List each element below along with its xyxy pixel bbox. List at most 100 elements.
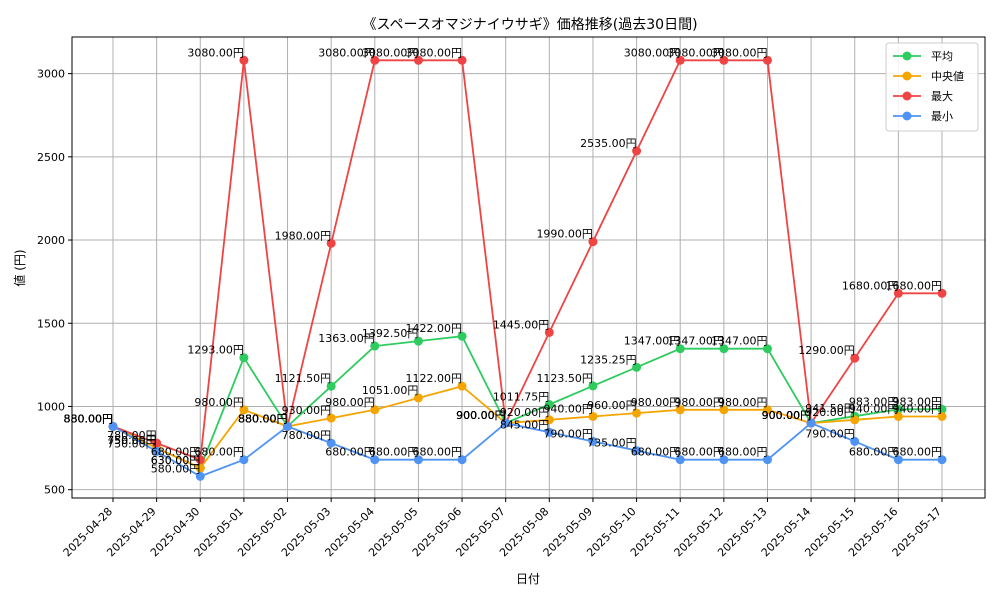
data-point bbox=[588, 436, 598, 446]
data-point bbox=[937, 455, 947, 465]
data-label: 3080.00円 bbox=[667, 46, 724, 59]
data-label: 1392.50円 bbox=[362, 327, 419, 340]
data-label: 980.00円 bbox=[631, 396, 681, 409]
data-point bbox=[457, 381, 467, 391]
data-point bbox=[370, 405, 380, 415]
legend-label: 最小 bbox=[931, 110, 953, 123]
data-label: 1235.25円 bbox=[580, 353, 637, 366]
data-point bbox=[195, 455, 205, 465]
data-point bbox=[370, 55, 380, 65]
data-label: 1363.00円 bbox=[318, 332, 375, 345]
legend-label: 最大 bbox=[931, 89, 953, 103]
data-point bbox=[588, 381, 598, 391]
data-label: 680.00円 bbox=[849, 446, 899, 459]
data-label: 1347.00円 bbox=[711, 335, 768, 348]
data-label: 1347.00円 bbox=[667, 335, 724, 348]
data-label: 880.00円 bbox=[64, 412, 114, 425]
data-label: 900.00円 bbox=[456, 409, 506, 422]
data-label: 680.00円 bbox=[413, 446, 463, 459]
data-label: 900.00円 bbox=[762, 409, 812, 422]
data-label: 880.00円 bbox=[238, 412, 288, 425]
data-label: 580.00円 bbox=[151, 462, 201, 475]
data-point bbox=[762, 344, 772, 354]
y-tick-label: 1500 bbox=[37, 317, 65, 330]
data-label: 1011.75円 bbox=[493, 391, 550, 404]
data-label: 941.50円 bbox=[805, 402, 855, 415]
data-label: 900.00円 bbox=[762, 409, 812, 422]
data-label: 680.00円 bbox=[674, 446, 724, 459]
data-point bbox=[632, 408, 642, 418]
data-point bbox=[850, 415, 860, 425]
legend-frame bbox=[885, 42, 979, 132]
data-label: 630.00円 bbox=[151, 454, 201, 467]
data-point bbox=[195, 463, 205, 473]
data-label: 983.00円 bbox=[893, 395, 943, 408]
data-point bbox=[457, 455, 467, 465]
data-label: 680.00円 bbox=[151, 446, 201, 459]
data-point bbox=[413, 455, 423, 465]
data-label: 3080.00円 bbox=[711, 46, 768, 59]
data-label: 980.00円 bbox=[194, 396, 244, 409]
data-point bbox=[893, 404, 903, 414]
data-point bbox=[806, 418, 816, 428]
series-最小 bbox=[108, 418, 947, 481]
data-label: 730.00円 bbox=[107, 437, 157, 450]
data-point bbox=[326, 381, 336, 391]
data-label: 680.00円 bbox=[325, 446, 375, 459]
data-point bbox=[326, 413, 336, 423]
data-point bbox=[239, 55, 249, 65]
data-point bbox=[544, 400, 554, 410]
data-label: 780.00円 bbox=[282, 429, 332, 442]
data-label: 920.00円 bbox=[500, 406, 550, 419]
data-label: 1422.00円 bbox=[406, 322, 463, 335]
legend-item: 最小 bbox=[893, 110, 953, 123]
y-tick-label: 2000 bbox=[37, 234, 65, 247]
series-group bbox=[108, 55, 947, 481]
legend-marker bbox=[902, 111, 912, 121]
y-tick-label: 2500 bbox=[37, 151, 65, 164]
data-label: 1347.00円 bbox=[624, 335, 681, 348]
data-point bbox=[893, 288, 903, 298]
data-point bbox=[937, 404, 947, 414]
data-label: 1123.50円 bbox=[536, 372, 593, 385]
data-label: 983.00円 bbox=[849, 395, 899, 408]
data-point bbox=[719, 344, 729, 354]
data-label: 880.00円 bbox=[238, 412, 288, 425]
data-point bbox=[544, 427, 554, 437]
data-label: 980.00円 bbox=[325, 396, 375, 409]
data-label: 1680.00円 bbox=[842, 279, 899, 292]
data-label: 1990.00円 bbox=[536, 228, 593, 241]
data-label: 1122.00円 bbox=[406, 372, 463, 385]
data-point bbox=[457, 331, 467, 341]
y-tick-label: 500 bbox=[44, 484, 65, 497]
x-axis: 2025-04-282025-04-292025-04-302025-05-01… bbox=[61, 498, 944, 559]
data-point bbox=[675, 344, 685, 354]
data-label: 880.00円 bbox=[64, 412, 114, 425]
series-line bbox=[112, 422, 942, 478]
series-line bbox=[112, 385, 942, 470]
y-tick-label: 1000 bbox=[37, 400, 65, 413]
data-point bbox=[675, 405, 685, 415]
data-label: 900.00円 bbox=[762, 409, 812, 422]
data-point bbox=[588, 411, 598, 421]
series-最大 bbox=[108, 55, 947, 465]
data-point bbox=[544, 327, 554, 337]
data-label: 2535.00円 bbox=[580, 137, 637, 150]
data-point bbox=[937, 411, 947, 421]
series-中央値 bbox=[108, 381, 947, 473]
x-axis-label: 日付 bbox=[516, 572, 540, 586]
data-label: 790.00円 bbox=[543, 427, 593, 440]
data-label: 3080.00円 bbox=[318, 46, 375, 59]
data-point bbox=[762, 455, 772, 465]
legend-item: 中央値 bbox=[893, 70, 964, 83]
data-point bbox=[501, 418, 511, 428]
data-label: 930.00円 bbox=[282, 404, 332, 417]
data-point bbox=[893, 455, 903, 465]
legend-item: 最大 bbox=[893, 89, 953, 103]
data-label: 940.00円 bbox=[543, 402, 593, 415]
data-point bbox=[850, 353, 860, 363]
data-point bbox=[239, 405, 249, 415]
data-point bbox=[152, 446, 162, 456]
